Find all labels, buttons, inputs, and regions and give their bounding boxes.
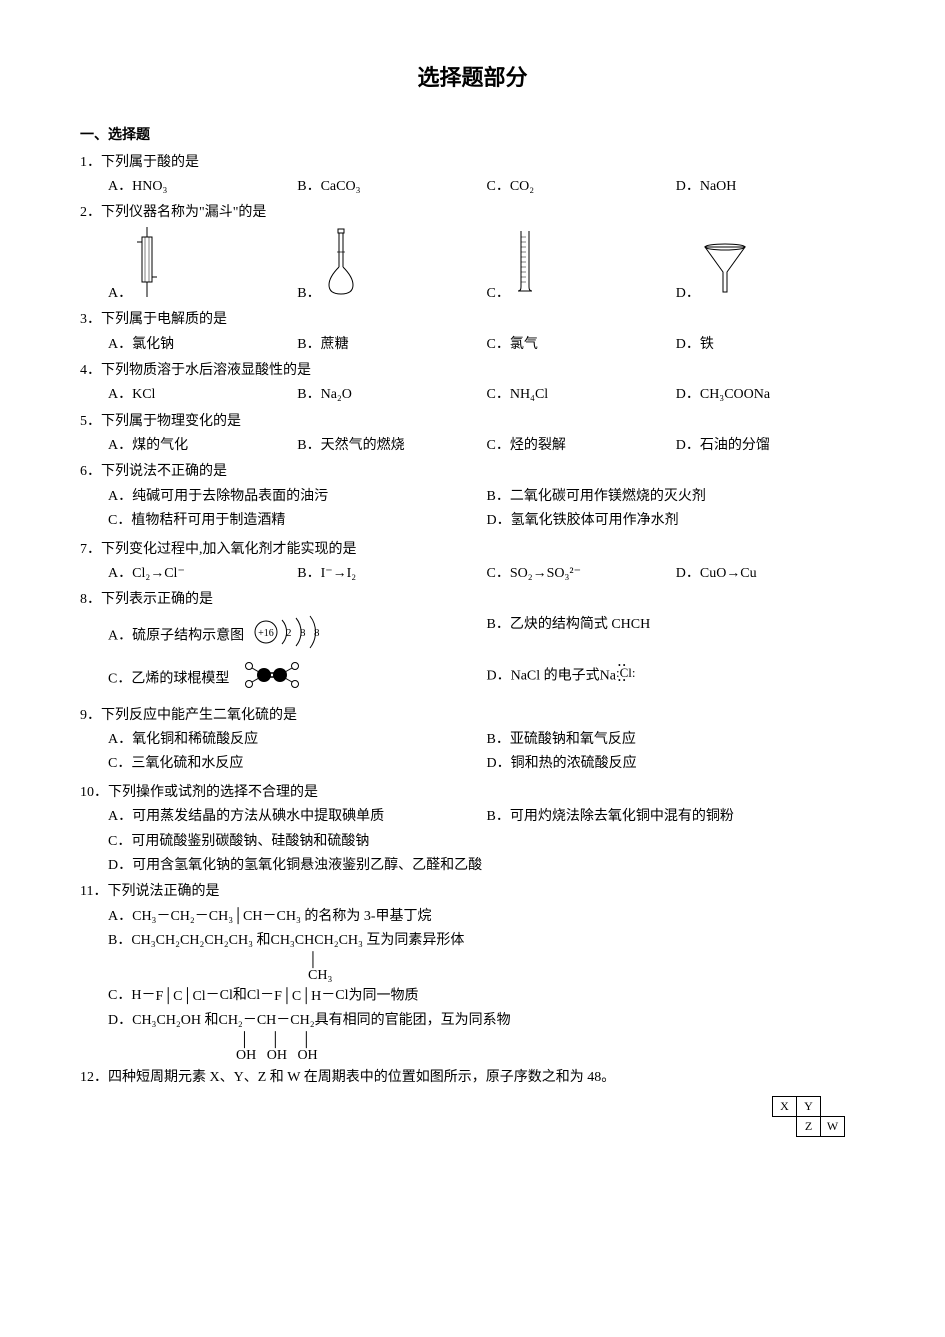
q8-opt-b: B．乙炔的结构简式 CHCH: [487, 614, 866, 658]
question-2: 2．下列仪器名称为"漏斗"的是 A． B．: [80, 202, 865, 305]
condenser-icon: [132, 227, 162, 305]
q2-stem: 2．下列仪器名称为"漏斗"的是: [80, 202, 865, 224]
cell-z: Z: [797, 1116, 821, 1136]
periodic-table-fragment: X Y Z W: [772, 1096, 845, 1137]
cell-x: X: [773, 1096, 797, 1116]
question-10: 10．下列操作或试剂的选择不合理的是 A．可用蒸发结晶的方法从碘水中提取碘单质 …: [80, 782, 865, 878]
electron-formula-icon: • • :Cl: • •: [616, 660, 648, 692]
q6-stem: 6．下列说法不正确的是: [80, 461, 865, 483]
q11-opt-b: B．CH₃CH₂CH₂CH₂CH₃ 和CH₃CHCH₂CH₃ 互为同素异形体 │…: [108, 930, 865, 983]
q6-opt-c: C．植物秸秆可用于制造酒精: [108, 510, 487, 532]
q9-stem: 9．下列反应中能产生二氧化硫的是: [80, 705, 865, 727]
q11-opt-d: D．CH₃CH₂OH 和CH₂－CH－CH₂具有相同的官能团，互为同系物 │ │…: [108, 1010, 865, 1063]
question-4: 4．下列物质溶于水后溶液显酸性的是 A．KCl B．Na₂O C．NH₄Cl D…: [80, 360, 865, 407]
q8-opt-a: A．硫原子结构示意图 +16 2 8 8: [108, 614, 487, 658]
q4-opt-b: B．Na₂O: [297, 384, 486, 406]
svg-text:• •: • •: [618, 676, 626, 684]
page-title: 选择题部分: [80, 60, 865, 95]
q8-opt-d: D．NaCl 的电子式Na • • :Cl: • •: [487, 660, 866, 698]
q7-opt-d: D．CuO→Cu: [676, 563, 865, 585]
cell-w: W: [821, 1116, 845, 1136]
question-9: 9．下列反应中能产生二氧化硫的是 A．氧化铜和稀硫酸反应 B．亚硫酸钠和氧气反应…: [80, 705, 865, 778]
q5-opt-c: C．烃的裂解: [487, 435, 676, 457]
q1-opt-b: B．CaCO₃: [297, 176, 486, 198]
q3-stem: 3．下列属于电解质的是: [80, 309, 865, 331]
q2-opt-c-label: C．: [487, 283, 510, 305]
atom-structure-icon: +16 2 8 8: [252, 614, 342, 658]
question-1: 1．下列属于酸的是 A．HNO₃ B．CaCO₃ C．CO₂ D．NaOH: [80, 152, 865, 199]
svg-text:+16: +16: [258, 628, 274, 639]
svg-text:2: 2: [286, 627, 292, 639]
q9-opt-a: A．氧化铜和稀硫酸反应: [108, 729, 487, 751]
q7-opt-a: A．Cl₂→Cl⁻: [108, 563, 297, 585]
q1-opt-a: A．HNO₃: [108, 176, 297, 198]
q9-opt-d: D．铜和热的浓硫酸反应: [487, 753, 866, 775]
q8-stem: 8．下列表示正确的是: [80, 589, 865, 611]
q11-opt-a: A．CH₃－CH₂－CH₃│CH－CH₃ 的名称为 3-甲基丁烷: [108, 906, 865, 928]
q2-opt-b-label: B．: [297, 283, 320, 305]
q10-opt-a: A．可用蒸发结晶的方法从碘水中提取碘单质: [108, 806, 487, 828]
q9-opt-b: B．亚硫酸钠和氧气反应: [487, 729, 866, 751]
q11-stem: 11．下列说法正确的是: [80, 881, 865, 903]
q6-opt-b: B．二氧化碳可用作镁燃烧的灭火剂: [487, 486, 866, 508]
volumetric-flask-icon: [321, 227, 361, 305]
question-8: 8．下列表示正确的是 A．硫原子结构示意图 +16 2 8 8 B．乙炔的结构简…: [80, 589, 865, 700]
q6-opt-a: A．纯碱可用于去除物品表面的油污: [108, 486, 487, 508]
q3-opt-c: C．氯气: [487, 334, 676, 356]
q11-opt-c: C．H－F│C│Cl－Cl和Cl－F│C│H－Cl为同一物质: [108, 985, 865, 1008]
q5-opt-b: B．天然气的燃烧: [297, 435, 486, 457]
q7-opt-c: C．SO₂→SO₃²⁻: [487, 563, 676, 585]
q10-opt-d: D．可用含氢氧化钠的氢氧化铜悬浊液鉴别乙醇、乙醛和乙酸: [108, 855, 865, 877]
question-5: 5．下列属于物理变化的是 A．煤的气化 B．天然气的燃烧 C．烃的裂解 D．石油…: [80, 411, 865, 458]
q4-opt-d: D．CH₃COONa: [676, 384, 865, 406]
q1-stem: 1．下列属于酸的是: [80, 152, 865, 174]
svg-text:8: 8: [314, 627, 320, 639]
q10-opt-b: B．可用灼烧法除去氧化铜中混有的铜粉: [487, 806, 866, 828]
q4-opt-c: C．NH₄Cl: [487, 384, 676, 406]
question-11: 11．下列说法正确的是 A．CH₃－CH₂－CH₃│CH－CH₃ 的名称为 3-…: [80, 881, 865, 1063]
svg-text:8: 8: [300, 627, 306, 639]
ball-stick-model-icon: [237, 660, 307, 698]
q12-stem: 12．四种短周期元素 X、Y、Z 和 W 在周期表中的位置如图所示，原子序数之和…: [80, 1067, 865, 1089]
q10-stem: 10．下列操作或试剂的选择不合理的是: [80, 782, 865, 804]
q5-opt-a: A．煤的气化: [108, 435, 297, 457]
question-3: 3．下列属于电解质的是 A．氯化钠 B．蔗糖 C．氯气 D．铁: [80, 309, 865, 356]
q6-opt-d: D．氢氧化铁胶体可用作净水剂: [487, 510, 866, 532]
q7-opt-b: B．I⁻→I₂: [297, 563, 486, 585]
q3-opt-b: B．蔗糖: [297, 334, 486, 356]
q5-opt-d: D．石油的分馏: [676, 435, 865, 457]
q10-opt-c: C．可用硫酸鉴别碳酸钠、硅酸钠和硫酸钠: [108, 831, 865, 853]
q4-stem: 4．下列物质溶于水后溶液显酸性的是: [80, 360, 865, 382]
section-header: 一、选择题: [80, 125, 865, 147]
q9-opt-c: C．三氧化硫和水反应: [108, 753, 487, 775]
question-12: 12．四种短周期元素 X、Y、Z 和 W 在周期表中的位置如图所示，原子序数之和…: [80, 1067, 865, 1137]
q3-opt-d: D．铁: [676, 334, 865, 356]
q8-opt-c: C．乙烯的球棍模型: [108, 660, 487, 698]
q4-opt-a: A．KCl: [108, 384, 297, 406]
cell-empty: [773, 1116, 797, 1136]
funnel-icon: [700, 242, 750, 305]
q1-opt-c: C．CO₂: [487, 176, 676, 198]
q2-opt-a-label: A．: [108, 283, 132, 305]
cell-empty: [821, 1096, 845, 1116]
q7-stem: 7．下列变化过程中,加入氧化剂才能实现的是: [80, 539, 865, 561]
q3-opt-a: A．氯化钠: [108, 334, 297, 356]
question-6: 6．下列说法不正确的是 A．纯碱可用于去除物品表面的油污 B．二氧化碳可用作镁燃…: [80, 461, 865, 534]
q5-stem: 5．下列属于物理变化的是: [80, 411, 865, 433]
cell-y: Y: [797, 1096, 821, 1116]
graduated-cylinder-icon: [510, 227, 540, 305]
q2-opt-d-label: D．: [676, 283, 700, 305]
question-7: 7．下列变化过程中,加入氧化剂才能实现的是 A．Cl₂→Cl⁻ B．I⁻→I₂ …: [80, 539, 865, 586]
q1-opt-d: D．NaOH: [676, 176, 865, 198]
